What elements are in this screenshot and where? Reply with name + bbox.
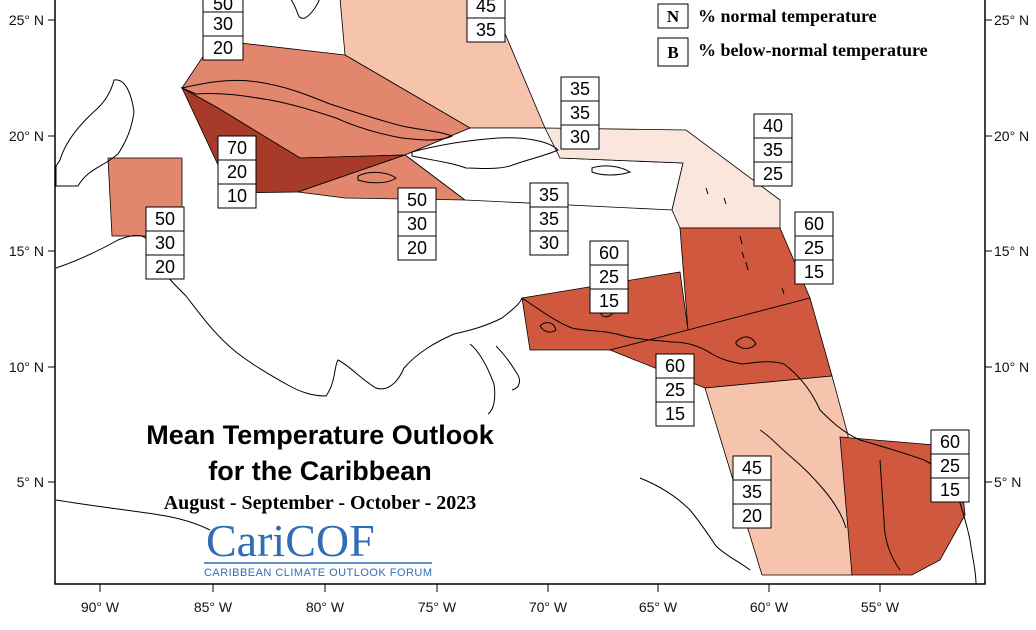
prob-below: 15: [940, 480, 960, 500]
prob-below: 20: [155, 257, 175, 277]
prob-box-guyana: 45 35 20: [732, 455, 772, 529]
lon-label: 80° W: [306, 599, 345, 615]
title-line-1: Mean Temperature Outlook: [146, 420, 495, 450]
latitude-axis-left: 25° N 20° N 15° N 10° N 5° N: [9, 12, 55, 490]
lat-label: 5° N: [994, 474, 1021, 490]
prob-below: 20: [213, 38, 233, 58]
lat-label: 20° N: [9, 128, 44, 144]
prob-box-hispaniola: 35 35 30: [529, 182, 569, 256]
prob-above: 60: [665, 356, 685, 376]
prob-above: 35: [570, 79, 590, 99]
title-season: August - September - October - 2023: [164, 492, 477, 514]
map-title: Mean Temperature Outlook for the Caribbe…: [146, 420, 495, 514]
lon-label: 55° W: [861, 599, 900, 615]
legend-letter: B: [667, 43, 678, 62]
longitude-axis: 90° W 85° W 80° W 75° W 70° W 65° W 60° …: [81, 584, 900, 615]
legend-text: % below-normal temperature: [698, 40, 928, 60]
legend: N % normal temperature B % below-normal …: [654, 0, 954, 70]
lon-label: 85° W: [194, 599, 233, 615]
prob-box-belize: 50 30 20: [145, 206, 185, 280]
lat-label: 25° N: [994, 12, 1029, 28]
prob-normal: 25: [940, 456, 960, 476]
lat-label: 25° N: [9, 12, 44, 28]
prob-above: 50: [407, 190, 427, 210]
prob-box-puerto-rico: 35 35 30: [560, 76, 600, 150]
prob-box-leeward: 40 35 25: [753, 113, 793, 187]
lon-label: 75° W: [418, 599, 457, 615]
legend-item-normal: N % normal temperature: [657, 3, 877, 29]
prob-normal: 25: [804, 238, 824, 258]
prob-normal: 35: [742, 482, 762, 502]
logo-text: CariCOF: [206, 515, 375, 566]
prob-below: 20: [742, 506, 762, 526]
lat-label: 15° N: [994, 243, 1029, 259]
prob-box-jamaica: 50 30 20: [397, 187, 437, 261]
latitude-axis-right: 25° N 20° N 15° N 10° N 5° N: [985, 12, 1029, 490]
prob-normal: 35: [476, 20, 496, 40]
prob-normal: 35: [539, 209, 559, 229]
lat-label: 5° N: [17, 474, 44, 490]
probability-boxes: 45 35 50 30 20 70 20 10 50 30 20 50 30 2…: [145, 0, 970, 529]
legend-item-below: B % below-normal temperature: [657, 37, 928, 67]
prob-box-abc: 60 25 15: [589, 240, 629, 314]
forecast-zones: [107, 0, 966, 576]
prob-below: 30: [570, 127, 590, 147]
prob-box-bahamas: 45 35: [466, 0, 506, 43]
prob-normal: 30: [213, 14, 233, 34]
prob-below: 25: [763, 164, 783, 184]
lat-label: 10° N: [9, 359, 44, 375]
prob-normal: 25: [599, 267, 619, 287]
lat-label: 10° N: [994, 359, 1029, 375]
prob-above: 45: [476, 0, 496, 16]
prob-below: 20: [407, 238, 427, 258]
prob-below: 15: [804, 262, 824, 282]
prob-below: 30: [539, 233, 559, 253]
prob-below: 10: [227, 186, 247, 206]
prob-above: 50: [155, 209, 175, 229]
lon-label: 90° W: [81, 599, 120, 615]
prob-normal: 35: [570, 103, 590, 123]
prob-above: 60: [804, 214, 824, 234]
prob-above: 70: [227, 138, 247, 158]
prob-normal: 30: [155, 233, 175, 253]
legend-text: % normal temperature: [698, 6, 877, 26]
title-line-2: for the Caribbean: [208, 456, 432, 486]
caricof-logo: CariCOF CARIBBEAN CLIMATE OUTLOOK FORUM: [204, 515, 432, 579]
prob-box-western-caribbean: 70 20 10: [217, 135, 257, 209]
legend-letter: N: [667, 7, 680, 26]
prob-below: 15: [665, 404, 685, 424]
prob-normal: 35: [763, 140, 783, 160]
prob-box-trinidad: 60 25 15: [655, 353, 695, 427]
lon-label: 60° W: [750, 599, 789, 615]
prob-above: 45: [742, 458, 762, 478]
prob-normal: 20: [227, 162, 247, 182]
prob-above: 60: [940, 432, 960, 452]
lat-label: 15° N: [9, 243, 44, 259]
lat-label: 20° N: [994, 128, 1029, 144]
prob-below: 15: [599, 291, 619, 311]
prob-box-suriname-fg: 60 25 15: [930, 429, 970, 503]
prob-box-windward: 60 25 15: [794, 211, 834, 285]
prob-above: 50: [213, 0, 233, 14]
prob-normal: 30: [407, 214, 427, 234]
lon-label: 70° W: [529, 599, 568, 615]
prob-above: 60: [599, 243, 619, 263]
prob-above: 35: [539, 185, 559, 205]
logo-subtitle: CARIBBEAN CLIMATE OUTLOOK FORUM: [204, 567, 432, 579]
prob-above: 40: [763, 116, 783, 136]
lon-label: 65° W: [639, 599, 678, 615]
prob-box-cuba: 50 30 20: [202, 0, 244, 61]
prob-normal: 25: [665, 380, 685, 400]
